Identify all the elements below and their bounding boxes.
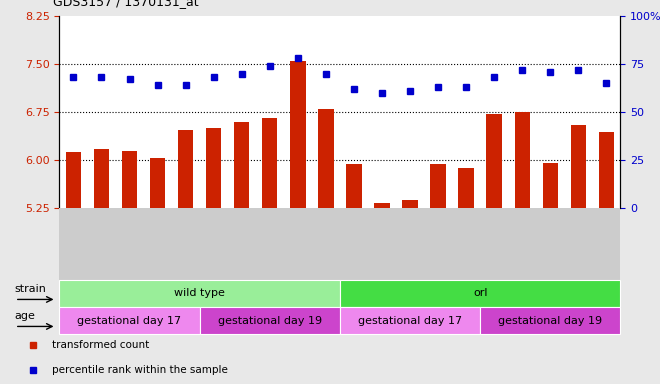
Bar: [346, 164, 362, 208]
Bar: [59, 307, 200, 334]
Bar: [430, 164, 446, 208]
Bar: [571, 125, 586, 208]
Bar: [234, 122, 249, 208]
Bar: [318, 109, 333, 208]
Text: strain: strain: [15, 285, 47, 295]
Bar: [262, 118, 277, 208]
Bar: [340, 280, 620, 307]
Bar: [178, 130, 193, 208]
Bar: [59, 280, 340, 307]
Bar: [459, 168, 474, 208]
Bar: [543, 163, 558, 208]
Bar: [206, 128, 221, 208]
Text: gestational day 19: gestational day 19: [498, 316, 603, 326]
Bar: [94, 149, 109, 208]
Text: GDS3157 / 1370131_at: GDS3157 / 1370131_at: [53, 0, 199, 8]
Text: orl: orl: [473, 288, 487, 298]
Bar: [403, 200, 418, 208]
Text: gestational day 19: gestational day 19: [218, 316, 322, 326]
Bar: [515, 112, 530, 208]
Text: gestational day 17: gestational day 17: [358, 316, 462, 326]
Text: transformed count: transformed count: [53, 340, 150, 350]
Text: wild type: wild type: [174, 288, 225, 298]
Bar: [374, 203, 389, 208]
Bar: [150, 158, 165, 208]
Text: percentile rank within the sample: percentile rank within the sample: [53, 365, 228, 375]
Bar: [66, 152, 81, 208]
Text: age: age: [15, 311, 36, 321]
Bar: [599, 132, 614, 208]
Text: gestational day 17: gestational day 17: [77, 316, 182, 326]
Bar: [486, 114, 502, 208]
Bar: [290, 61, 306, 208]
Bar: [480, 307, 620, 334]
Bar: [122, 151, 137, 208]
Bar: [200, 307, 340, 334]
Bar: [340, 307, 480, 334]
